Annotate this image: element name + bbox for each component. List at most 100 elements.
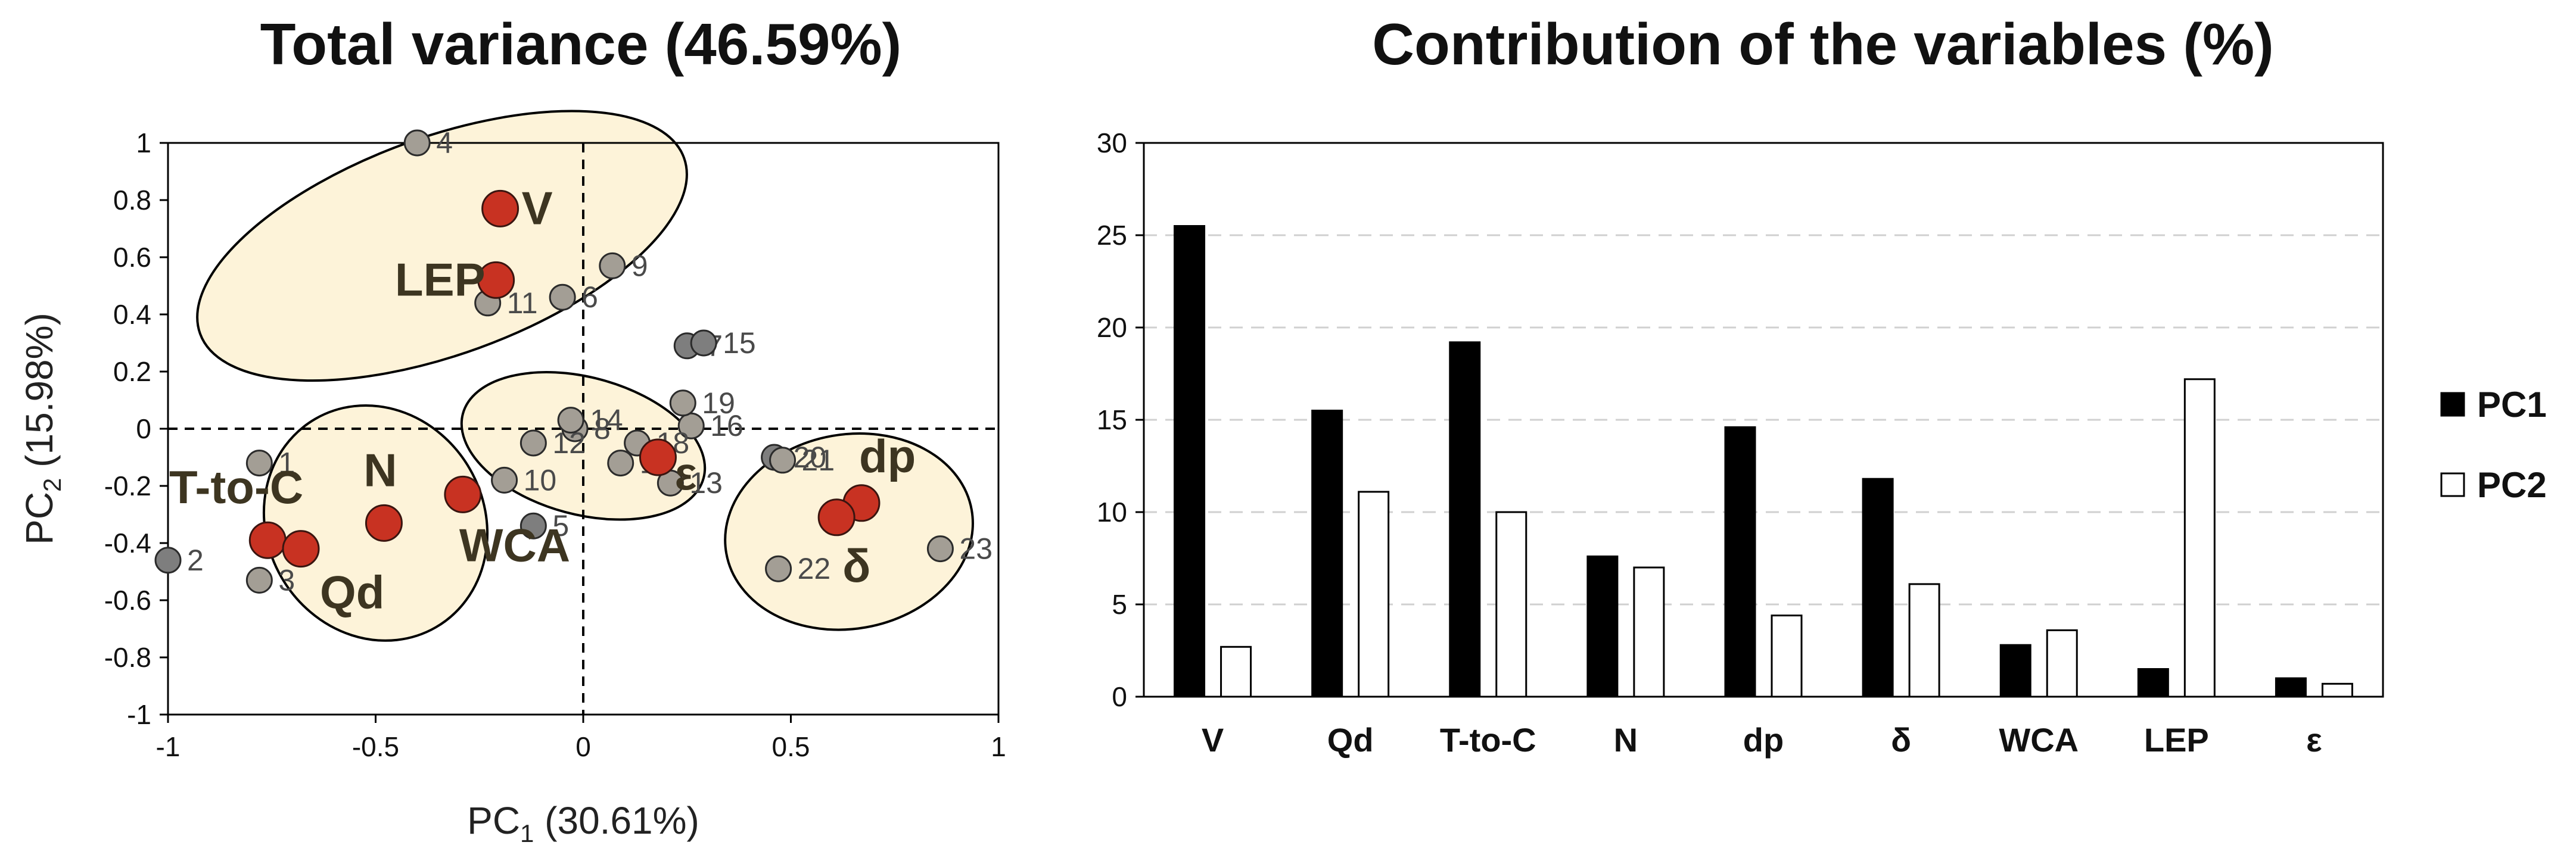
legend-pc2-swatch <box>2440 472 2465 497</box>
pca-y-tick-label: 0.4 <box>113 299 151 330</box>
bar-title: Contribution of the variables (%) <box>1372 11 2274 77</box>
variable-point <box>282 530 320 568</box>
variable-point-label: T-to-C <box>169 461 303 513</box>
sample-point <box>549 283 576 311</box>
legend-pc1-label: PC1 <box>2477 385 2547 425</box>
bar-category-label: dp <box>1743 721 1784 759</box>
variable-points: V LEP N T-to-C Qd WCA ε dp δ <box>169 182 916 618</box>
variable-point-label: dp <box>859 430 916 482</box>
pca-x-tick-label: 0 <box>575 731 591 762</box>
sample-point-label: 16 <box>710 409 743 442</box>
sample-point <box>519 429 547 457</box>
pca-x-tick-label: -0.5 <box>352 731 399 762</box>
variable-point-label: V <box>522 182 553 234</box>
bar-gridlines <box>1144 234 2383 606</box>
variable-point <box>248 521 287 559</box>
bar-pc2 <box>1358 491 1390 698</box>
sample-point-label: 3 <box>278 563 295 597</box>
sample-point-label: 20 <box>794 441 827 474</box>
cluster-ellipse <box>196 110 688 382</box>
bar-pc1 <box>1586 555 1619 698</box>
bar-category-label: δ <box>1891 721 1911 759</box>
bar-pc1 <box>1311 410 1343 698</box>
variable-point-label: N <box>363 444 397 496</box>
bar-pc1 <box>1862 478 1894 698</box>
bar-y-tick-label: 0 <box>1112 681 1127 712</box>
bar-pc2 <box>1771 615 1803 698</box>
sample-point-label: 9 <box>631 249 648 282</box>
pca-y-axis: 1 0.8 0.6 0.4 0.2 0 -0.2 -0.4 -0.6 -0.8 -1 <box>104 127 168 730</box>
variable-point <box>639 438 677 476</box>
bar-category-label: T-to-C <box>1440 721 1536 759</box>
sample-point-label: 14 <box>590 404 623 437</box>
variable-point <box>365 504 403 542</box>
sample-point <box>245 450 273 477</box>
pca-y-tick-label: 0.8 <box>113 185 151 216</box>
bar-y-tick-label: 30 <box>1097 127 1127 158</box>
pca-scatter-panel: Total variance (46.59%) -1 -0.5 0 0.5 1 1 0.8… <box>18 11 1006 847</box>
bar-category-label: Qd <box>1327 721 1374 759</box>
bar-y-tick-label: 25 <box>1097 220 1127 251</box>
variable-point <box>444 475 482 513</box>
sample-point <box>926 535 954 563</box>
sample-point <box>491 466 518 494</box>
bar-pc1 <box>2275 677 2307 698</box>
bar-pc2 <box>1633 566 1665 698</box>
variable-point-label: δ <box>842 539 870 592</box>
sample-point <box>607 450 634 477</box>
sample-point-label: 2 <box>187 544 204 577</box>
bar-pc1 <box>1174 225 1206 698</box>
sample-point-label: 10 <box>524 463 557 497</box>
sample-point <box>599 252 626 279</box>
pca-y-axis-label: PC2 (15.98%) <box>18 313 66 545</box>
bar-pc1 <box>1999 644 2031 698</box>
sample-point <box>557 407 584 434</box>
pca-x-axis: -1 -0.5 0 0.5 1 <box>156 715 1006 762</box>
bar-pc2 <box>2046 629 2078 698</box>
bar-category-label: ε <box>2306 721 2322 759</box>
contribution-bar-panel: Contribution of the variables (%) 0 5 10 15… <box>1097 11 2547 759</box>
sample-point-label: 22 <box>798 552 831 585</box>
bar-pc2 <box>1495 511 1527 698</box>
variable-point-label: LEP <box>395 253 486 305</box>
pca-y-tick-label: 0.2 <box>113 356 151 387</box>
sample-point <box>690 329 717 357</box>
bar-marks <box>1174 225 2353 698</box>
sample-point <box>765 555 792 582</box>
sample-point-label: 6 <box>581 280 598 314</box>
variable-point-label: WCA <box>459 519 570 571</box>
sample-point-label: 19 <box>702 386 735 420</box>
pca-y-tick-label: -0.8 <box>104 642 151 673</box>
bar-pc1 <box>2137 668 2169 698</box>
sample-point-label: 15 <box>723 326 756 360</box>
bar-category-label: WCA <box>1999 721 2079 759</box>
bar-pc2 <box>1220 645 1252 698</box>
bar-legend: PC1 PC2 <box>2440 385 2547 505</box>
variable-point <box>477 261 515 299</box>
bar-pc1 <box>1724 426 1756 698</box>
bar-category-label: LEP <box>2144 721 2209 759</box>
variable-point <box>817 498 855 537</box>
sample-point-label: 1 <box>278 447 295 480</box>
pca-y-tick-label: -0.6 <box>104 585 151 616</box>
pca-x-tick-label: -1 <box>156 731 181 762</box>
bar-y-tick-label: 20 <box>1097 312 1127 343</box>
sample-point <box>769 447 797 474</box>
sample-point <box>519 512 547 539</box>
bar-category-label: N <box>1614 721 1638 759</box>
sample-point <box>154 547 182 574</box>
variable-point <box>481 189 519 227</box>
sample-point <box>403 129 431 157</box>
legend-pc1-swatch <box>2440 392 2465 417</box>
bar-y-tick-label: 10 <box>1097 497 1127 528</box>
pca-y-tick-label: 0.6 <box>113 242 151 273</box>
sample-point-label: 23 <box>959 532 993 566</box>
bar-pc2 <box>2183 378 2216 698</box>
bar-pc2 <box>2321 682 2353 698</box>
sample-point-label: 21 <box>802 444 835 477</box>
sample-points: 1234567158910111213141617181920212223 <box>154 126 993 597</box>
variable-point-label: Qd <box>320 566 384 619</box>
cluster-ellipse <box>724 432 974 631</box>
